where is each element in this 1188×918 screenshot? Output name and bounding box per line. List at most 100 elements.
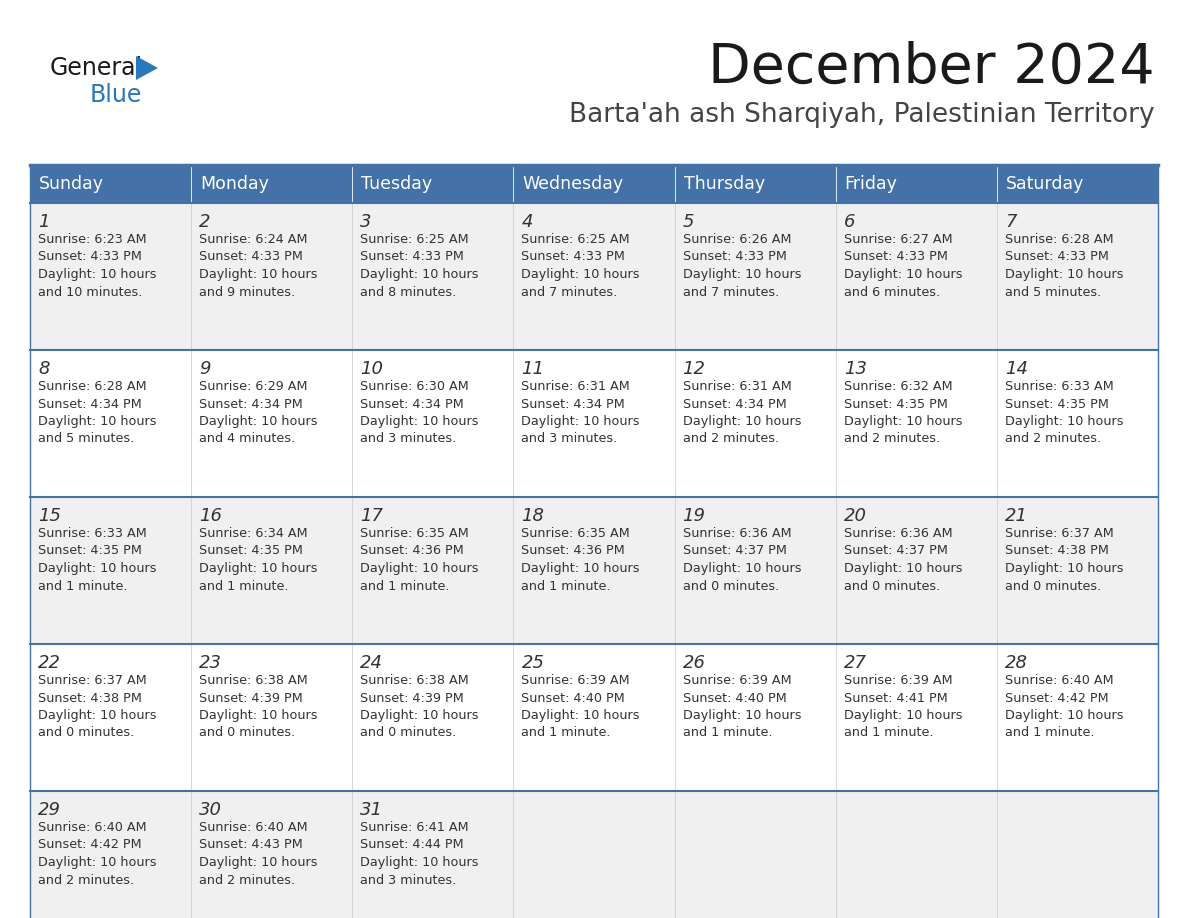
Text: 23: 23 bbox=[200, 654, 222, 672]
Text: 7: 7 bbox=[1005, 213, 1017, 231]
Text: Sunset: 4:42 PM: Sunset: 4:42 PM bbox=[38, 838, 141, 852]
Bar bbox=[675, 350, 835, 497]
Text: and 7 minutes.: and 7 minutes. bbox=[522, 285, 618, 298]
Text: and 0 minutes.: and 0 minutes. bbox=[1005, 579, 1101, 592]
Text: and 1 minute.: and 1 minute. bbox=[200, 579, 289, 592]
Text: 17: 17 bbox=[360, 507, 384, 525]
Text: and 0 minutes.: and 0 minutes. bbox=[683, 579, 779, 592]
Bar bbox=[835, 350, 997, 497]
Text: Blue: Blue bbox=[90, 83, 143, 107]
Text: Tuesday: Tuesday bbox=[361, 175, 432, 193]
Bar bbox=[835, 497, 997, 644]
Text: Daylight: 10 hours: Daylight: 10 hours bbox=[200, 415, 317, 428]
Text: and 7 minutes.: and 7 minutes. bbox=[683, 285, 779, 298]
Bar bbox=[997, 644, 1158, 791]
Text: Sunset: 4:39 PM: Sunset: 4:39 PM bbox=[360, 691, 465, 704]
Bar bbox=[997, 497, 1158, 644]
Bar bbox=[513, 165, 675, 203]
Text: and 2 minutes.: and 2 minutes. bbox=[1005, 432, 1101, 445]
Text: 2: 2 bbox=[200, 213, 210, 231]
Text: December 2024: December 2024 bbox=[708, 41, 1155, 95]
Bar bbox=[30, 350, 191, 497]
Text: Sunrise: 6:28 AM: Sunrise: 6:28 AM bbox=[38, 380, 146, 393]
Bar bbox=[30, 644, 191, 791]
Text: Sunset: 4:33 PM: Sunset: 4:33 PM bbox=[1005, 251, 1108, 263]
Text: Monday: Monday bbox=[200, 175, 268, 193]
Bar bbox=[353, 497, 513, 644]
Text: Daylight: 10 hours: Daylight: 10 hours bbox=[200, 856, 317, 869]
Bar bbox=[513, 350, 675, 497]
Text: Sunset: 4:43 PM: Sunset: 4:43 PM bbox=[200, 838, 303, 852]
Bar bbox=[353, 791, 513, 918]
Text: Sunset: 4:44 PM: Sunset: 4:44 PM bbox=[360, 838, 463, 852]
Text: and 0 minutes.: and 0 minutes. bbox=[843, 579, 940, 592]
Text: Daylight: 10 hours: Daylight: 10 hours bbox=[200, 562, 317, 575]
Text: Sunset: 4:39 PM: Sunset: 4:39 PM bbox=[200, 691, 303, 704]
Text: 30: 30 bbox=[200, 801, 222, 819]
Text: Sunset: 4:33 PM: Sunset: 4:33 PM bbox=[360, 251, 465, 263]
Text: Daylight: 10 hours: Daylight: 10 hours bbox=[683, 415, 801, 428]
Text: Daylight: 10 hours: Daylight: 10 hours bbox=[38, 415, 157, 428]
Text: and 4 minutes.: and 4 minutes. bbox=[200, 432, 296, 445]
Bar bbox=[835, 644, 997, 791]
Text: and 0 minutes.: and 0 minutes. bbox=[38, 726, 134, 740]
Text: Sunset: 4:33 PM: Sunset: 4:33 PM bbox=[522, 251, 625, 263]
Text: Sunrise: 6:28 AM: Sunrise: 6:28 AM bbox=[1005, 233, 1113, 246]
Bar bbox=[997, 791, 1158, 918]
Text: Sunset: 4:35 PM: Sunset: 4:35 PM bbox=[200, 544, 303, 557]
Bar bbox=[835, 203, 997, 350]
Text: Daylight: 10 hours: Daylight: 10 hours bbox=[38, 709, 157, 722]
Text: 16: 16 bbox=[200, 507, 222, 525]
Text: Friday: Friday bbox=[845, 175, 898, 193]
Text: and 2 minutes.: and 2 minutes. bbox=[38, 874, 134, 887]
Text: Daylight: 10 hours: Daylight: 10 hours bbox=[360, 856, 479, 869]
Text: 5: 5 bbox=[683, 213, 694, 231]
Text: Sunrise: 6:32 AM: Sunrise: 6:32 AM bbox=[843, 380, 953, 393]
Text: and 1 minute.: and 1 minute. bbox=[843, 726, 934, 740]
Text: Sunset: 4:37 PM: Sunset: 4:37 PM bbox=[683, 544, 786, 557]
Text: 27: 27 bbox=[843, 654, 867, 672]
Bar bbox=[513, 791, 675, 918]
Bar bbox=[675, 203, 835, 350]
Text: Sunrise: 6:27 AM: Sunrise: 6:27 AM bbox=[843, 233, 953, 246]
Text: Thursday: Thursday bbox=[683, 175, 765, 193]
Text: Daylight: 10 hours: Daylight: 10 hours bbox=[1005, 562, 1124, 575]
Text: and 1 minute.: and 1 minute. bbox=[522, 579, 611, 592]
Text: Sunrise: 6:26 AM: Sunrise: 6:26 AM bbox=[683, 233, 791, 246]
Text: 31: 31 bbox=[360, 801, 384, 819]
Text: Sunrise: 6:36 AM: Sunrise: 6:36 AM bbox=[683, 527, 791, 540]
Text: Sunrise: 6:31 AM: Sunrise: 6:31 AM bbox=[522, 380, 630, 393]
Bar bbox=[675, 165, 835, 203]
Bar bbox=[997, 203, 1158, 350]
Text: Sunset: 4:40 PM: Sunset: 4:40 PM bbox=[522, 691, 625, 704]
Text: Sunset: 4:33 PM: Sunset: 4:33 PM bbox=[683, 251, 786, 263]
Bar bbox=[353, 350, 513, 497]
Text: and 1 minute.: and 1 minute. bbox=[1005, 726, 1094, 740]
Text: Daylight: 10 hours: Daylight: 10 hours bbox=[38, 856, 157, 869]
Text: 10: 10 bbox=[360, 360, 384, 378]
Text: Barta'ah ash Sharqiyah, Palestinian Territory: Barta'ah ash Sharqiyah, Palestinian Terr… bbox=[569, 102, 1155, 128]
Text: Daylight: 10 hours: Daylight: 10 hours bbox=[522, 415, 640, 428]
Text: Sunset: 4:36 PM: Sunset: 4:36 PM bbox=[522, 544, 625, 557]
Text: Sunrise: 6:25 AM: Sunrise: 6:25 AM bbox=[360, 233, 469, 246]
Text: 8: 8 bbox=[38, 360, 50, 378]
Text: Sunset: 4:33 PM: Sunset: 4:33 PM bbox=[843, 251, 948, 263]
Text: Saturday: Saturday bbox=[1006, 175, 1085, 193]
Bar bbox=[191, 497, 353, 644]
Text: Daylight: 10 hours: Daylight: 10 hours bbox=[200, 709, 317, 722]
Text: Sunrise: 6:35 AM: Sunrise: 6:35 AM bbox=[522, 527, 630, 540]
Text: Sunset: 4:34 PM: Sunset: 4:34 PM bbox=[522, 397, 625, 410]
Bar bbox=[675, 497, 835, 644]
Text: Sunset: 4:34 PM: Sunset: 4:34 PM bbox=[360, 397, 465, 410]
Text: and 3 minutes.: and 3 minutes. bbox=[522, 432, 618, 445]
Bar bbox=[513, 497, 675, 644]
Text: and 6 minutes.: and 6 minutes. bbox=[843, 285, 940, 298]
Text: Sunrise: 6:36 AM: Sunrise: 6:36 AM bbox=[843, 527, 953, 540]
Text: Sunset: 4:41 PM: Sunset: 4:41 PM bbox=[843, 691, 948, 704]
Text: Sunset: 4:35 PM: Sunset: 4:35 PM bbox=[843, 397, 948, 410]
Text: Wednesday: Wednesday bbox=[523, 175, 624, 193]
Text: Sunrise: 6:34 AM: Sunrise: 6:34 AM bbox=[200, 527, 308, 540]
Text: Sunrise: 6:33 AM: Sunrise: 6:33 AM bbox=[1005, 380, 1113, 393]
Bar bbox=[30, 497, 191, 644]
Text: Sunrise: 6:38 AM: Sunrise: 6:38 AM bbox=[360, 674, 469, 687]
